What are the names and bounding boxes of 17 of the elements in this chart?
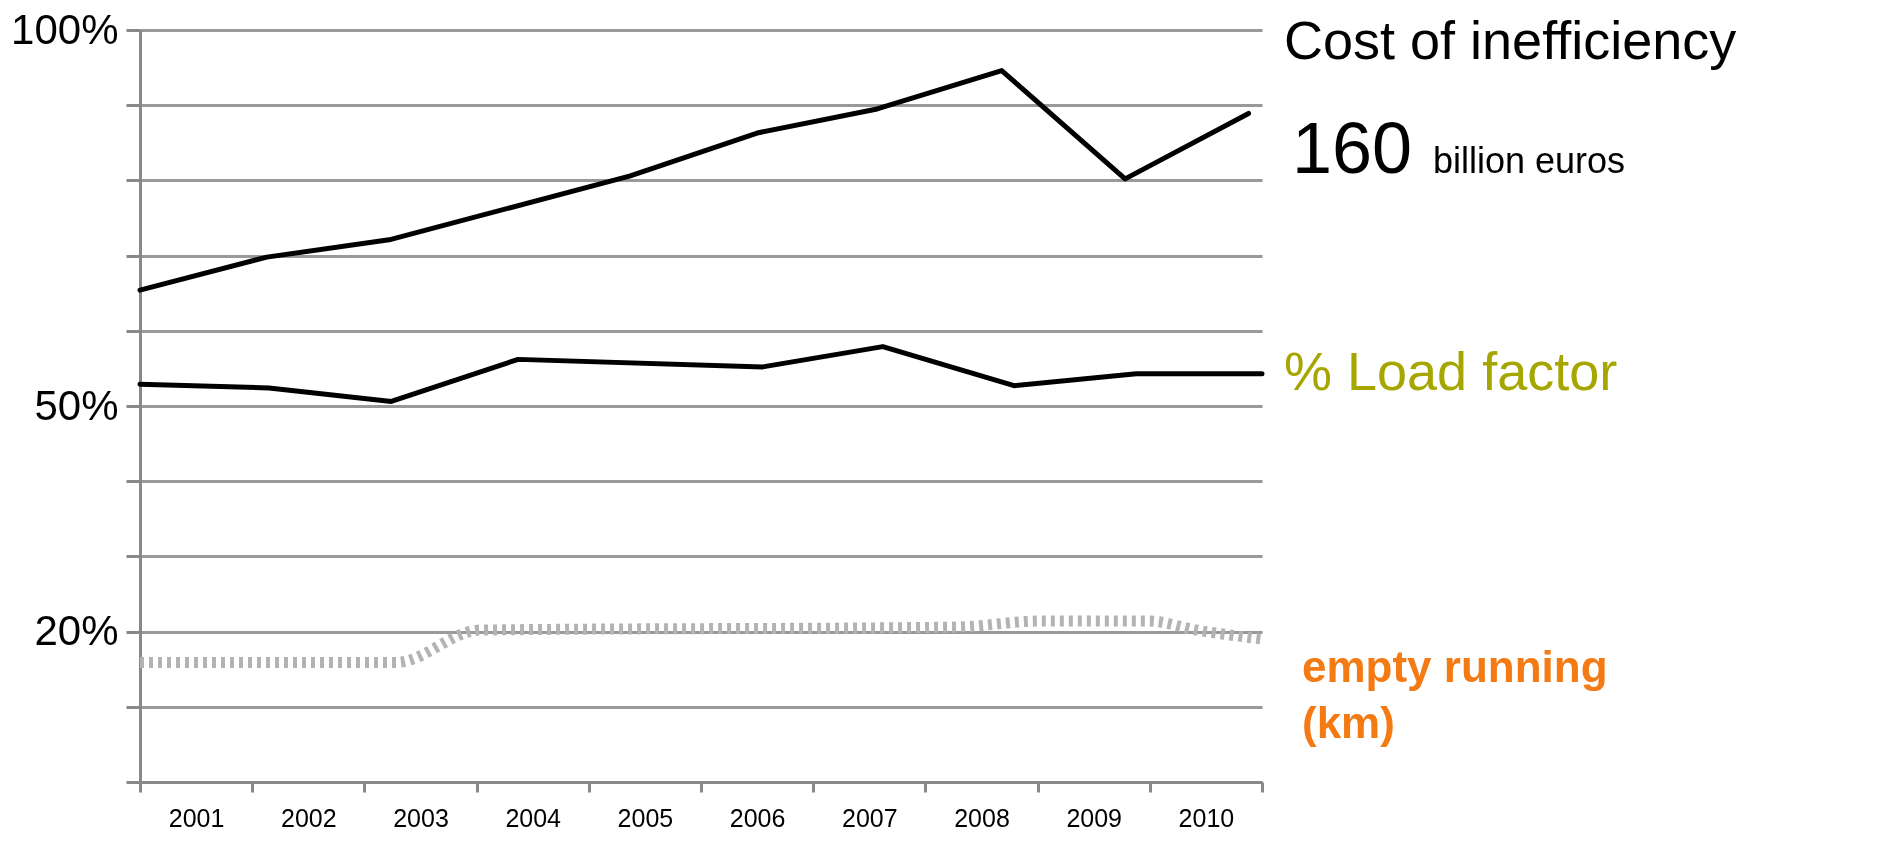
x-tick-label: 2010 — [1178, 803, 1235, 832]
x-tick-label: 2007 — [841, 803, 898, 832]
x-tick-label: 2003 — [393, 803, 449, 832]
text: 160 billion euros — [1292, 108, 1626, 189]
series-label: empty running (km) — [1302, 642, 1608, 748]
x-tick-label: 2009 — [1066, 803, 1123, 832]
y-tick-label: 20% — [34, 607, 119, 655]
x-tick-label: 2004 — [505, 803, 562, 832]
x-tick-label: 2001 — [168, 803, 225, 832]
series-label: Cost of inefficiency — [1284, 10, 1737, 71]
x-tick-label: 2008 — [954, 803, 1010, 832]
x-tick-label: 2005 — [617, 803, 674, 832]
series-label: % Load factor — [1284, 340, 1618, 401]
y-tick-label: 100% — [11, 5, 119, 53]
y-tick-label: 50% — [34, 381, 119, 429]
x-tick-label: 2002 — [280, 803, 337, 832]
x-tick-label: 2006 — [729, 803, 786, 832]
